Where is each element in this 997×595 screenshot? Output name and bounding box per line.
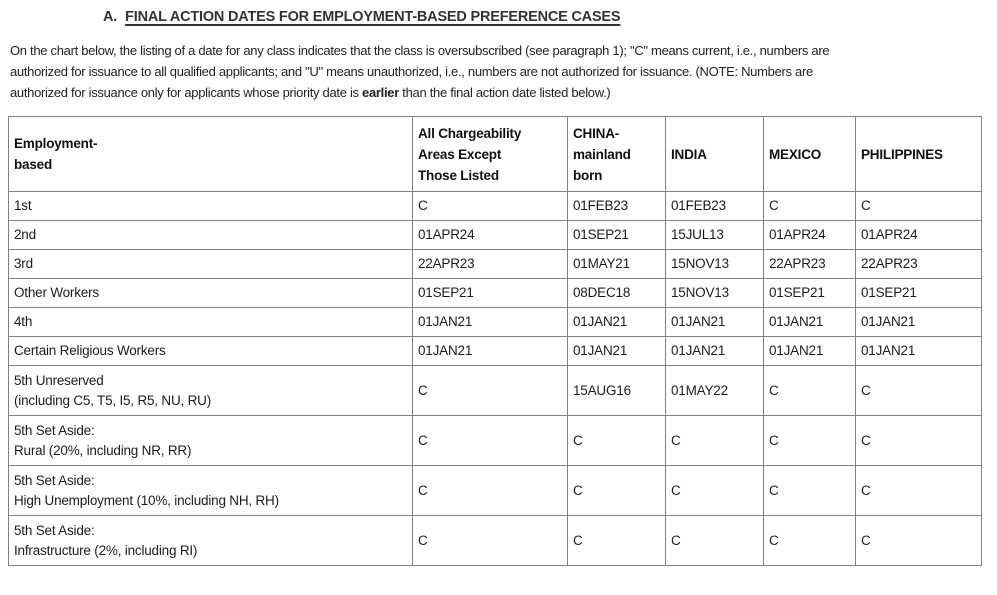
date-cell: 01SEP21 xyxy=(412,278,568,308)
date-cell: C xyxy=(855,415,982,466)
date-cell: 15NOV13 xyxy=(665,278,764,308)
table-row: 5th Set Aside: Infrastructure (2%, includ… xyxy=(8,515,982,566)
row-label: 5th Set Aside: Infrastructure (2%, includ… xyxy=(8,515,413,566)
table-row: Certain Religious Workers 01JAN21 01JAN21 0… xyxy=(8,336,982,366)
date-cell: 01JAN21 xyxy=(412,307,568,337)
column-header-china-mainland-born: CHINA-mainland born xyxy=(567,116,666,192)
date-cell: C xyxy=(763,191,856,221)
date-cell: C xyxy=(763,515,856,566)
date-cell: C xyxy=(567,465,666,516)
final-action-dates-table: Employment-based All Chargeability Areas E… xyxy=(8,116,982,566)
table-row: 4th 01JAN21 01JAN21 01JAN21 01JAN21 01JAN21 xyxy=(8,307,982,337)
date-cell: 01JAN21 xyxy=(665,336,764,366)
column-header-philippines: PHILIPPINES xyxy=(855,116,982,192)
date-cell: 15NOV13 xyxy=(665,249,764,279)
date-cell: C xyxy=(855,191,982,221)
date-cell: 01JAN21 xyxy=(412,336,568,366)
date-cell: 01SEP21 xyxy=(855,278,982,308)
date-cell: 01JAN21 xyxy=(567,336,666,366)
intro-line-1: On the chart below, the listing of a dat… xyxy=(10,43,830,58)
date-cell: 01APR24 xyxy=(763,220,856,250)
column-header-employment-based: Employment-based xyxy=(8,116,413,192)
table-header-row: Employment-based All Chargeability Areas E… xyxy=(8,116,982,192)
page-title-text: FINAL ACTION DATES FOR EMPLOYMENT-BASED … xyxy=(125,9,621,25)
date-cell: 22APR23 xyxy=(412,249,568,279)
row-label: Certain Religious Workers xyxy=(8,336,413,366)
column-header-mexico: MEXICO xyxy=(763,116,856,192)
row-label: 1st xyxy=(8,191,413,221)
date-cell: C xyxy=(665,515,764,566)
page-title-prefix: A. xyxy=(103,9,118,25)
table-row: 3rd 22APR23 01MAY21 15NOV13 22APR23 22APR23 xyxy=(8,249,982,279)
date-cell: C xyxy=(665,415,764,466)
date-cell: C xyxy=(855,515,982,566)
intro-line-2: authorized for issuance to all qualified… xyxy=(10,64,813,79)
intro-line-3-pre: authorized for issuance only for applica… xyxy=(10,85,363,100)
date-cell: C xyxy=(567,415,666,466)
date-cell: C xyxy=(763,465,856,516)
date-cell: 01SEP21 xyxy=(763,278,856,308)
intro-line-3: authorized for issuance only for applica… xyxy=(10,82,997,103)
date-cell: 22APR23 xyxy=(763,249,856,279)
date-cell: 01JAN21 xyxy=(855,307,982,337)
intro-line-3-post: than the final action date listed below.… xyxy=(398,85,611,100)
date-cell: C xyxy=(665,465,764,516)
row-label: 2nd xyxy=(8,220,413,250)
column-header-all-chargeability: All Chargeability Areas Except Those Liste… xyxy=(412,116,568,192)
date-cell: 01JAN21 xyxy=(763,307,856,337)
row-label: Other Workers xyxy=(8,278,413,308)
row-label: 5th Unreserved (including C5, T5, I5, R5,… xyxy=(8,365,413,416)
row-label: 4th xyxy=(8,307,413,337)
date-cell: 01JAN21 xyxy=(665,307,764,337)
date-cell: 01JAN21 xyxy=(855,336,982,366)
table-row: 5th Set Aside: High Unemployment (10%, in… xyxy=(8,465,982,516)
date-cell: C xyxy=(763,365,856,416)
table-row: 1st C 01FEB23 01FEB23 C C xyxy=(8,191,982,221)
table-row: 2nd 01APR24 01SEP21 15JUL13 01APR24 01APR24 xyxy=(8,220,982,250)
date-cell: 01MAY21 xyxy=(567,249,666,279)
column-header-india: INDIA xyxy=(665,116,764,192)
date-cell: C xyxy=(412,365,568,416)
table-row: 5th Set Aside: Rural (20%, including NR, … xyxy=(8,415,982,466)
date-cell: C xyxy=(855,465,982,516)
date-cell: C xyxy=(412,465,568,516)
date-cell: C xyxy=(412,415,568,466)
row-label: 3rd xyxy=(8,249,413,279)
table-row: 5th Unreserved (including C5, T5, I5, R5,… xyxy=(8,365,982,416)
date-cell: 01FEB23 xyxy=(567,191,666,221)
date-cell: C xyxy=(567,515,666,566)
date-cell: 01JAN21 xyxy=(567,307,666,337)
date-cell: C xyxy=(763,415,856,466)
date-cell: 01APR24 xyxy=(855,220,982,250)
date-cell: C xyxy=(412,191,568,221)
row-label: 5th Set Aside: High Unemployment (10%, in… xyxy=(8,465,413,516)
intro-paragraph: On the chart below, the listing of a dat… xyxy=(10,40,997,103)
date-cell: C xyxy=(412,515,568,566)
date-cell: C xyxy=(855,365,982,416)
row-label: 5th Set Aside: Rural (20%, including NR, … xyxy=(8,415,413,466)
date-cell: 01MAY22 xyxy=(665,365,764,416)
date-cell: 22APR23 xyxy=(855,249,982,279)
date-cell: 15AUG16 xyxy=(567,365,666,416)
date-cell: 01SEP21 xyxy=(567,220,666,250)
intro-line-3-emphasis: earlier xyxy=(362,85,399,100)
date-cell: 01APR24 xyxy=(412,220,568,250)
date-cell: 08DEC18 xyxy=(567,278,666,308)
date-cell: 01FEB23 xyxy=(665,191,764,221)
date-cell: 01JAN21 xyxy=(763,336,856,366)
page-title: A. FINAL ACTION DATES FOR EMPLOYMENT-BASE… xyxy=(103,9,997,25)
table-row: Other Workers 01SEP21 08DEC18 15NOV13 01SEP2… xyxy=(8,278,982,308)
date-cell: 15JUL13 xyxy=(665,220,764,250)
